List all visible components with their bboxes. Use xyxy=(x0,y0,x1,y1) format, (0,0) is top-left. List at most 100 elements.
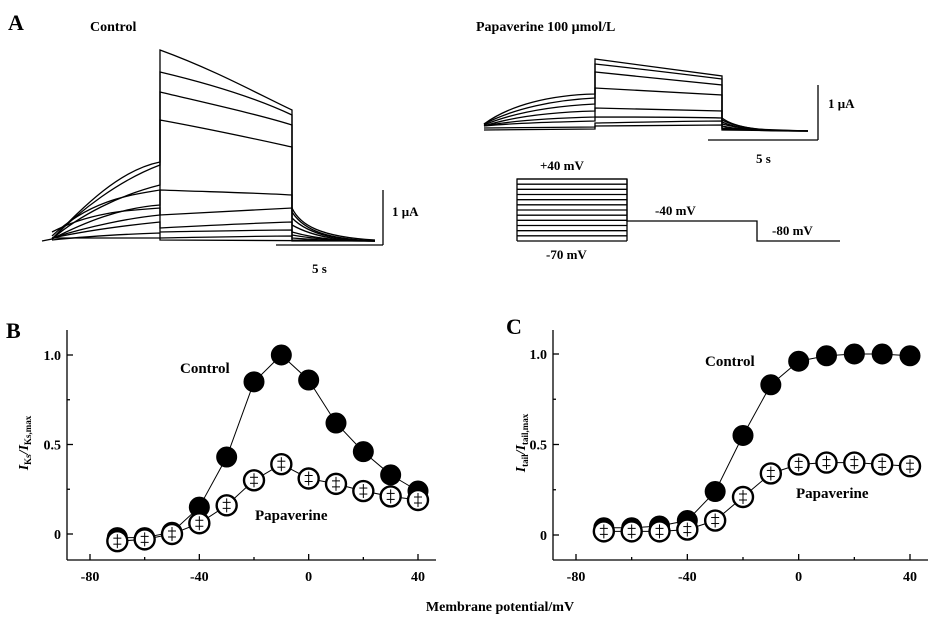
panel-c-papaverine-point xyxy=(703,509,727,532)
panel-c-x-tick-label: -80 xyxy=(567,570,586,585)
panel-b-ylabel: IKs/IKs,max xyxy=(17,415,33,471)
papaverine-trace-2 xyxy=(483,63,809,132)
panel-c-y-tick-label: 0.5 xyxy=(530,439,548,454)
papaverine-title-prefix: Papaverine 100 xyxy=(476,20,572,35)
protocol-holding-voltage-label: -80 mV xyxy=(772,223,813,238)
panel-b-ylabel-sub1: Ks xyxy=(23,454,33,465)
control-trace-10 xyxy=(52,237,376,242)
protocol-bottom-voltage-label: -70 mV xyxy=(546,247,587,262)
panel-a: A Control Papaverine 100 μmol/L 1 μA 5 s xyxy=(8,10,855,276)
panel-b-papaverine-point xyxy=(352,479,375,503)
panel-c-control-label: Control xyxy=(705,354,755,370)
panel-c-control-point xyxy=(871,343,893,365)
panel-c-x-tick-label: 40 xyxy=(903,570,917,585)
panel-c-papaverine-point xyxy=(898,455,922,478)
panel-c-papaverine-point xyxy=(620,520,643,543)
panel-b-papaverine-point xyxy=(324,472,348,496)
panel-c-ylabel-sep: /I xyxy=(514,444,529,455)
panel-c-plot: -80 -40 0 40 0 0.5 1.0 Control Papaverine xyxy=(530,330,928,585)
panel-b-ylabel-main: I xyxy=(17,464,32,471)
panel-c-control-point xyxy=(788,350,810,372)
panel-b-papaverine-point xyxy=(106,529,129,553)
control-trace-4 xyxy=(51,119,376,242)
panel-b-y-tick-label: 0.5 xyxy=(44,439,62,454)
panel-c-papaverine-point xyxy=(592,520,616,543)
panel-c-control-point xyxy=(760,374,782,396)
protocol-top-voltage-label: +40 mV xyxy=(540,158,584,173)
papaverine-current-traces xyxy=(483,58,809,132)
control-trace-1 xyxy=(41,49,376,242)
panel-b-control-point xyxy=(216,446,238,468)
control-trace-3 xyxy=(51,91,376,242)
panel-c-y-tick-label: 0 xyxy=(540,529,547,544)
papaverine-trace-7 xyxy=(483,120,809,132)
panel-c-ylabel-sub1: tail xyxy=(520,454,530,467)
papaverine-trace-8 xyxy=(483,124,809,132)
papaverine-trace-title: Papaverine 100 μmol/L xyxy=(476,20,615,35)
panel-b-x-tick-label: -40 xyxy=(190,570,209,585)
panel-c-series-papaverine: Papaverine xyxy=(592,451,922,543)
panel-c-papaverine-point xyxy=(759,462,783,485)
panel-c-papaverine-point xyxy=(815,451,838,474)
panel-c-papaverine-point xyxy=(787,453,810,476)
papaverine-scale-current-label: 1 μA xyxy=(828,96,855,111)
panel-c-control-point xyxy=(899,345,921,367)
panel-b-control-point xyxy=(243,371,265,393)
protocol-steps xyxy=(517,178,627,237)
panel-b-x-tick-label: 0 xyxy=(305,570,312,585)
papaverine-trace-6 xyxy=(483,116,809,132)
panel-b-papaverine-label: Papaverine xyxy=(255,508,328,524)
panel-b-papaverine-point xyxy=(215,494,238,517)
panel-b-control-point xyxy=(270,344,292,366)
panel-c-ylabel-main: I xyxy=(514,466,529,473)
papaverine-scale-time-label: 5 s xyxy=(756,151,771,166)
protocol-tail-voltage-label: -40 mV xyxy=(655,203,696,218)
panel-c-papaverine-label: Papaverine xyxy=(796,486,869,502)
panel-c-series-control: Control xyxy=(593,343,921,539)
papaverine-title-unit: μmol/L xyxy=(572,20,616,35)
panel-b-ylabel-sep: /I xyxy=(17,444,32,455)
panel-b-y-tick-label: 0 xyxy=(54,528,61,543)
panel-b-papaverine-point xyxy=(406,488,430,512)
panel-b-series-papaverine: Papaverine xyxy=(106,452,430,553)
panel-c-papaverine-point xyxy=(731,485,755,509)
panel-c-ylabel-sub2: tail,max xyxy=(520,413,530,445)
panel-b-papaverine-point xyxy=(133,528,156,551)
panel-c-control-point xyxy=(732,424,754,446)
panel-b-papaverine-point xyxy=(160,522,184,546)
control-scale-bar xyxy=(276,190,384,246)
panel-b-papaverine-point xyxy=(270,452,293,476)
panel-c: C Itail/Itail,max -80 -40 0 40 0 0.5 1.0 Contro… xyxy=(506,314,928,585)
control-trace-2 xyxy=(51,71,376,242)
panel-c-papaverine-point xyxy=(870,453,894,476)
panel-c-y-tick-label: 1.0 xyxy=(530,348,548,363)
panel-c-x-tick-label: -40 xyxy=(678,570,697,585)
panel-c-papaverine-point xyxy=(648,520,671,543)
panel-b-control-label: Control xyxy=(180,361,230,377)
panel-b-control-point xyxy=(298,369,320,391)
panel-b-plot: -80 -40 0 40 0 0.5 1.0 Control Papaverine xyxy=(44,330,436,585)
papaverine-scale-bar xyxy=(708,85,819,141)
panel-c-control-point xyxy=(816,345,837,367)
panel-c-x-tick-label: 0 xyxy=(795,570,802,585)
panel-a-label: A xyxy=(8,10,24,35)
panel-b-control-point xyxy=(325,412,347,434)
panel-c-control-point xyxy=(704,481,726,503)
control-trace-8 xyxy=(51,221,376,242)
panel-b-papaverine-point xyxy=(242,469,266,492)
voltage-protocol xyxy=(516,178,840,242)
control-scale-current-label: 1 μA xyxy=(392,204,419,219)
panel-b-control-point xyxy=(380,464,402,486)
panel-b-control-point xyxy=(352,441,374,463)
panel-b-papaverine-point xyxy=(188,512,211,535)
panel-b: B IKs/IKs,max -80 -40 0 40 0 0.5 1.0 Control Pap… xyxy=(6,318,436,585)
panel-c-papaverine-point xyxy=(843,451,866,474)
panel-b-x-tick-label: 40 xyxy=(411,570,425,585)
shared-x-axis-title: Membrane potential/mV xyxy=(426,600,574,615)
panel-c-ylabel: Itail/Itail,max xyxy=(514,413,530,473)
panel-b-papaverine-point xyxy=(297,467,320,490)
panel-b-papaverine-point xyxy=(379,485,402,508)
control-current-traces xyxy=(41,49,376,242)
panel-c-papaverine-point xyxy=(676,518,699,541)
